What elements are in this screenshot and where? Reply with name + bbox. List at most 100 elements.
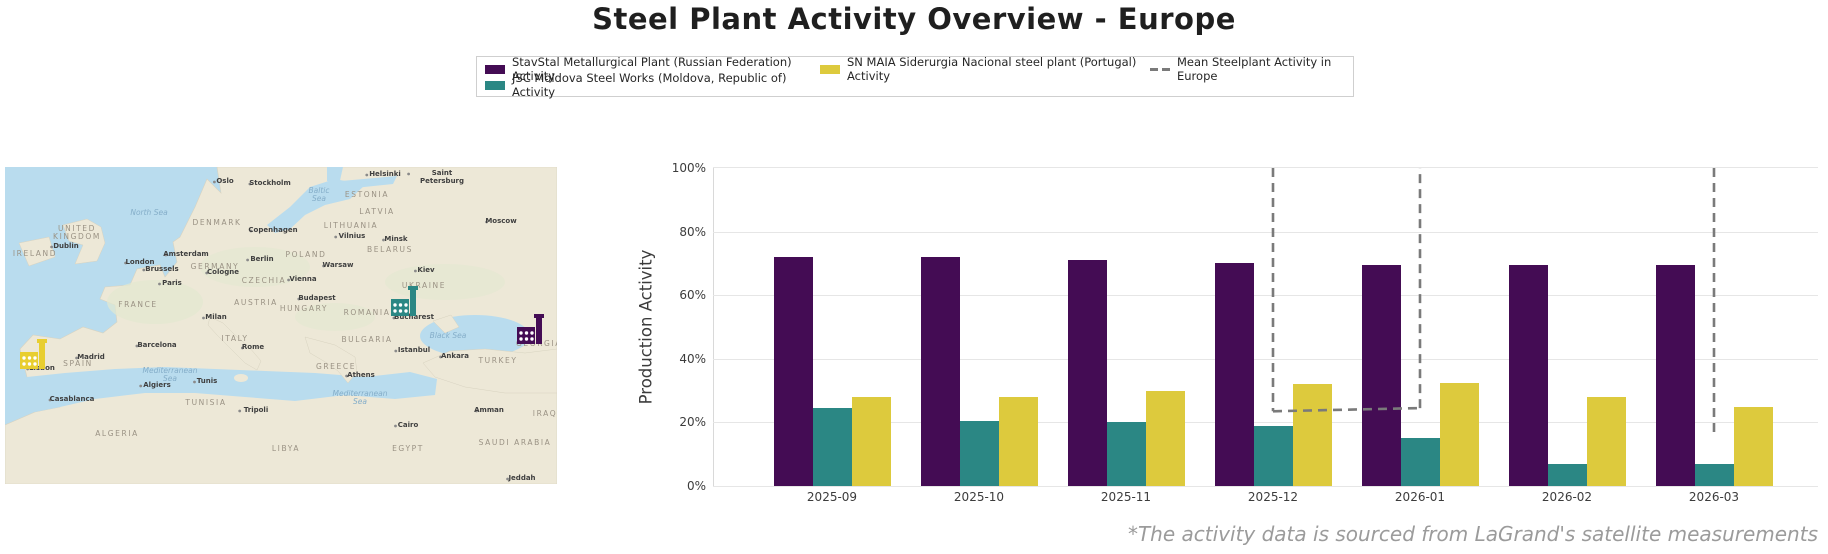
terrain-patch-france bbox=[107, 280, 203, 324]
city-dot bbox=[297, 297, 301, 301]
city-dot bbox=[334, 235, 338, 239]
city-label-brussels: Brussels bbox=[145, 265, 178, 273]
baltic-sea-shape bbox=[267, 179, 365, 233]
bar-2025-10-series0 bbox=[920, 257, 960, 486]
stavstal-plant-marker bbox=[517, 314, 544, 344]
city-dot bbox=[213, 180, 216, 184]
bar-2026-03-series1 bbox=[1694, 463, 1734, 486]
x-tick-label-2025-09: 2025-09 bbox=[806, 490, 858, 504]
city-label-warsaw: Warsaw bbox=[322, 261, 354, 269]
city-label-stockholm: Stockholm bbox=[249, 179, 291, 187]
factory-window bbox=[22, 356, 26, 360]
country-label-egypt: EGYPT bbox=[392, 444, 424, 453]
country-label-greece: GREECE bbox=[316, 362, 356, 371]
gulf-of-finland bbox=[341, 176, 397, 189]
city-label-minsk: Minsk bbox=[384, 235, 408, 243]
factory-window bbox=[530, 331, 534, 335]
city-dot bbox=[241, 346, 244, 350]
city-dot bbox=[392, 316, 396, 320]
country-label-czechia: CZECHIA bbox=[242, 276, 287, 285]
sn-maia-plant-marker bbox=[20, 339, 47, 369]
city-dot bbox=[506, 477, 509, 481]
bar-2025-09-series1 bbox=[812, 408, 852, 486]
country-label-estonia: ESTONIA bbox=[345, 190, 389, 199]
factory-building bbox=[517, 327, 535, 344]
factory-window bbox=[22, 362, 26, 366]
city-label-cologne: Cologne bbox=[207, 268, 239, 276]
country-label-germany: GERMANY bbox=[191, 262, 240, 271]
y-tick-label-80%: 80% bbox=[679, 224, 706, 239]
factory-window bbox=[393, 309, 397, 313]
city-dot bbox=[50, 245, 53, 249]
city-dot bbox=[139, 384, 143, 388]
city-dot bbox=[394, 424, 397, 428]
bar-2026-03-series2 bbox=[1733, 406, 1773, 486]
x-tick-label-2026-01: 2026-01 bbox=[1394, 490, 1446, 504]
city-label-oslo: Oslo bbox=[216, 177, 234, 185]
ireland-island bbox=[18, 236, 56, 267]
gridline-100 bbox=[713, 167, 1818, 168]
country-label-iraq: IRAQ bbox=[533, 409, 557, 418]
country-label-austria: AUSTRIA bbox=[234, 298, 278, 307]
legend-item-0: StavStal Metallurgical Plant (Russian Fe… bbox=[485, 55, 820, 83]
bar-2026-01-series2 bbox=[1439, 382, 1479, 486]
page-title: Steel Plant Activity Overview - Europe bbox=[592, 2, 1236, 36]
factory-chimney bbox=[536, 314, 542, 344]
city-dot bbox=[246, 258, 250, 262]
europe-map: IRELAND UNITED KINGDOM DENMARK ESTONIA LATVIA… bbox=[5, 167, 557, 484]
factory-window bbox=[519, 331, 523, 335]
city-dot bbox=[142, 268, 146, 272]
country-label-tunisia: TUNISIA bbox=[184, 398, 226, 407]
city-label-barcelona: Barcelona bbox=[137, 341, 177, 349]
terrain-patch-germany bbox=[200, 247, 310, 287]
city-label-istanbul: Istanbul bbox=[398, 346, 430, 354]
legend-item-1: SN MAIA Siderurgia Nacional steel plant … bbox=[820, 55, 1150, 83]
legend-item-label: SN MAIA Siderurgia Nacional steel plant … bbox=[847, 55, 1137, 83]
city-dot bbox=[475, 409, 478, 413]
bar-chart-plot-area bbox=[713, 167, 1818, 487]
bar-2026-03-series0 bbox=[1655, 265, 1695, 486]
italy-peninsula bbox=[207, 316, 262, 371]
city-dot bbox=[202, 316, 205, 320]
legend-item-label: Mean Steelplant Activity in Europe bbox=[1177, 55, 1332, 83]
bar-2026-02-series1 bbox=[1547, 463, 1587, 486]
city-label-amsterdam: Amsterdam bbox=[163, 250, 208, 258]
y-axis-spine bbox=[713, 168, 714, 486]
gridline-40 bbox=[713, 358, 1818, 360]
factory-window bbox=[519, 337, 523, 341]
city-dot bbox=[394, 349, 398, 353]
country-label-algeria: ALGERIA bbox=[95, 429, 139, 438]
color-swatch bbox=[485, 64, 505, 74]
city-dot bbox=[365, 173, 369, 177]
country-label-ireland: IRELAND bbox=[13, 249, 57, 258]
bar-2025-12-series1 bbox=[1253, 425, 1293, 486]
city-dot bbox=[322, 264, 325, 268]
sea-label: Black Sea bbox=[430, 331, 467, 340]
factory-window bbox=[33, 362, 37, 366]
country-label-italy: ITALY bbox=[221, 334, 248, 343]
city-label-saint-petersburg: Saint Petersburg bbox=[420, 169, 464, 185]
bar-2025-11-series1 bbox=[1106, 422, 1146, 486]
factory-window bbox=[530, 337, 534, 341]
legend-item-3: JSC Moldova Steel Works (Moldova, Republ… bbox=[485, 71, 820, 99]
sicily-island bbox=[234, 374, 248, 382]
factory-window bbox=[27, 356, 32, 360]
country-label-denmark: DENMARK bbox=[192, 218, 241, 227]
bar-2025-10-series1 bbox=[959, 420, 999, 486]
factory-window bbox=[393, 303, 397, 307]
color-swatch bbox=[820, 64, 840, 74]
city-label-jeddah: Jeddah bbox=[507, 474, 535, 482]
city-label-vienna: Vienna bbox=[289, 275, 316, 283]
bar-2025-12-series0 bbox=[1214, 263, 1254, 486]
city-label-casablanca: Casablanca bbox=[50, 395, 95, 403]
gridline-80 bbox=[713, 231, 1818, 233]
factory-chimney-top bbox=[408, 286, 418, 290]
factory-window bbox=[404, 309, 408, 313]
city-label-paris: Paris bbox=[162, 279, 182, 287]
x-tick-label-2025-11: 2025-11 bbox=[1100, 490, 1152, 504]
country-label-belarus: BELARUS bbox=[367, 245, 413, 254]
legend-item-2: Mean Steelplant Activity in Europe bbox=[1150, 55, 1345, 83]
city-label-kiev: Kiev bbox=[417, 266, 435, 274]
factory-window bbox=[398, 309, 403, 313]
